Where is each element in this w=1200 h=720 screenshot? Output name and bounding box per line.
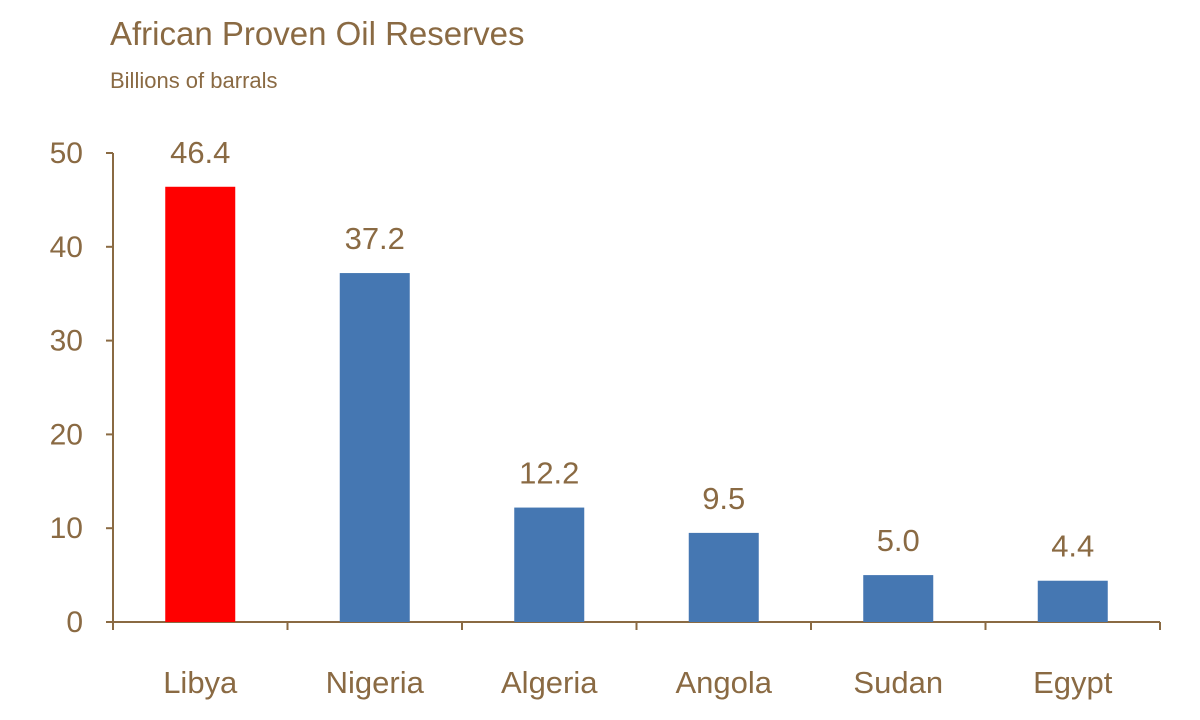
y-tick-label: 30 <box>50 325 83 358</box>
bar-algeria <box>514 507 585 622</box>
bar-libya <box>165 186 236 622</box>
axes: 0 10 20 30 40 50 <box>50 137 1161 639</box>
bar-egypt <box>1037 580 1108 622</box>
bar-angola <box>688 532 759 622</box>
y-tick-label: 20 <box>50 418 83 451</box>
y-tick-label: 0 <box>66 606 83 639</box>
value-label: 9.5 <box>702 481 745 516</box>
y-tick-label: 50 <box>50 137 83 170</box>
bars <box>165 186 1108 622</box>
value-label: 37.2 <box>345 221 405 256</box>
value-label: 5.0 <box>877 523 920 558</box>
value-label: 4.4 <box>1051 529 1094 564</box>
category-label: Sudan <box>853 665 943 700</box>
category-label: Algeria <box>501 665 598 700</box>
y-tick-label: 40 <box>50 231 83 264</box>
chart-subtitle: Billions of barrals <box>110 68 278 93</box>
category-label: Angola <box>675 665 772 700</box>
category-label: Nigeria <box>326 665 425 700</box>
category-label: Egypt <box>1033 665 1113 700</box>
bar-sudan <box>863 575 934 622</box>
category-label: Libya <box>163 665 238 700</box>
chart-title: African Proven Oil Reserves <box>110 15 524 52</box>
bar-nigeria <box>339 273 410 622</box>
labels: 46.4 Libya 37.2 Nigeria 12.2 Algeria 9.5 Angola… <box>163 135 1113 700</box>
value-label: 46.4 <box>170 135 230 170</box>
value-label: 12.2 <box>519 456 579 491</box>
y-tick-label: 10 <box>50 512 83 545</box>
